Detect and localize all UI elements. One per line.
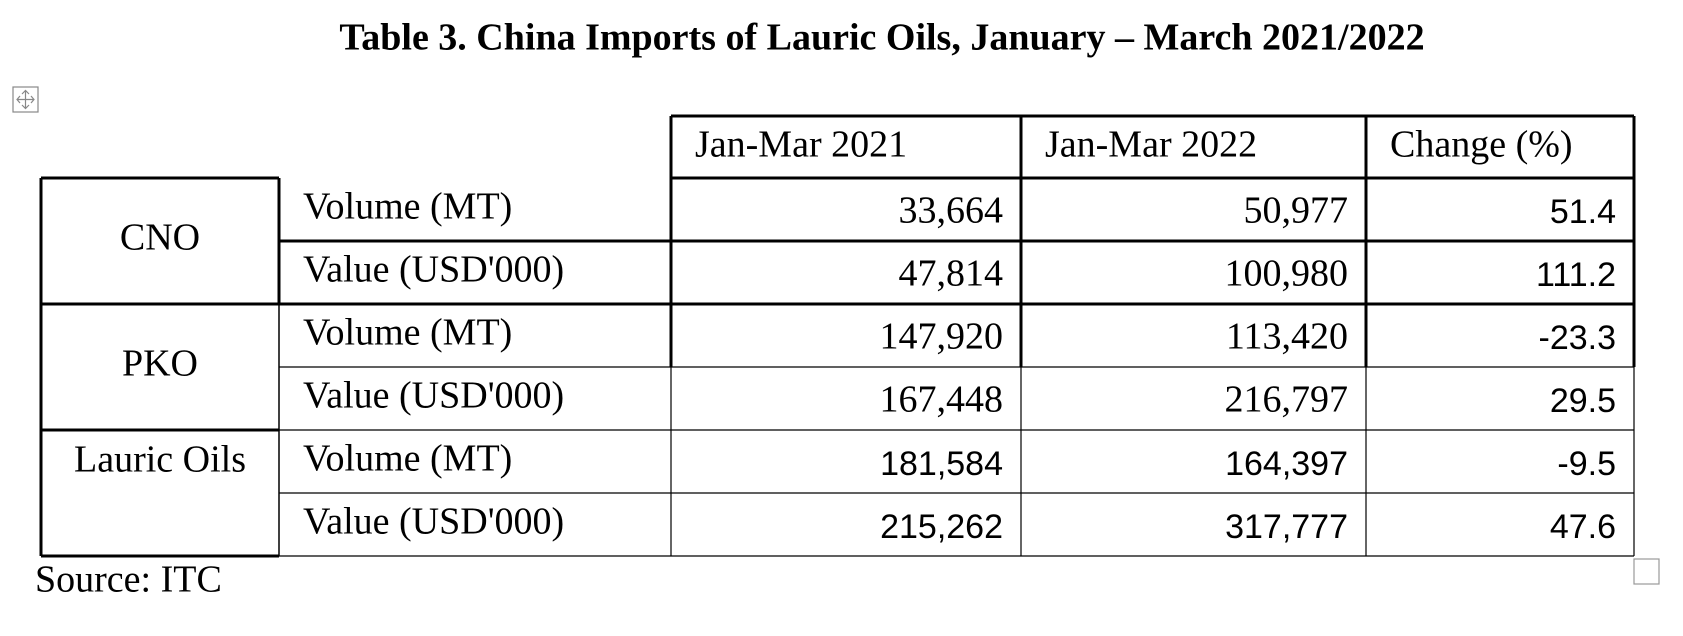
cell-value: 147,920 [880, 316, 1004, 358]
resize-handle [1633, 558, 1660, 585]
group-label: Lauric Oils [74, 439, 246, 481]
row-metric: Value (USD'000) [303, 501, 564, 543]
cell-value: 51.4 [1550, 193, 1616, 231]
cell-value: 167,448 [880, 379, 1004, 421]
cell-value: -23.3 [1539, 319, 1617, 357]
cell-value: 215,262 [880, 508, 1003, 546]
row-metric: Volume (MT) [303, 438, 512, 480]
cell-value: 33,664 [899, 190, 1004, 232]
row-metric: Volume (MT) [303, 312, 512, 354]
group-label: PKO [122, 343, 198, 385]
cell-value: 317,777 [1225, 508, 1348, 546]
move-handle [12, 86, 39, 113]
cell-value: 164,397 [1225, 445, 1348, 483]
column-header: Jan-Mar 2022 [1045, 124, 1257, 166]
cell-value: 47.6 [1550, 508, 1616, 546]
cell-value: 113,420 [1226, 316, 1348, 358]
cell-value: 50,977 [1244, 190, 1349, 232]
table-title: Table 3. China Imports of Lauric Oils, J… [339, 17, 1424, 59]
column-header: Change (%) [1390, 124, 1573, 166]
cell-value: -9.5 [1557, 445, 1616, 483]
row-metric: Volume (MT) [303, 186, 512, 228]
column-header: Jan-Mar 2021 [695, 124, 907, 166]
cell-value: 181,584 [880, 445, 1003, 483]
cell-value: 29.5 [1550, 382, 1616, 420]
cell-value: 216,797 [1225, 379, 1349, 421]
cell-value: 100,980 [1225, 253, 1349, 295]
cell-value: 111.2 [1536, 256, 1616, 294]
row-metric: Value (USD'000) [303, 249, 564, 291]
group-label: CNO [120, 217, 200, 259]
source: Source: ITC [35, 559, 222, 601]
cell-value: 47,814 [899, 253, 1004, 295]
row-metric: Value (USD'000) [303, 375, 564, 417]
